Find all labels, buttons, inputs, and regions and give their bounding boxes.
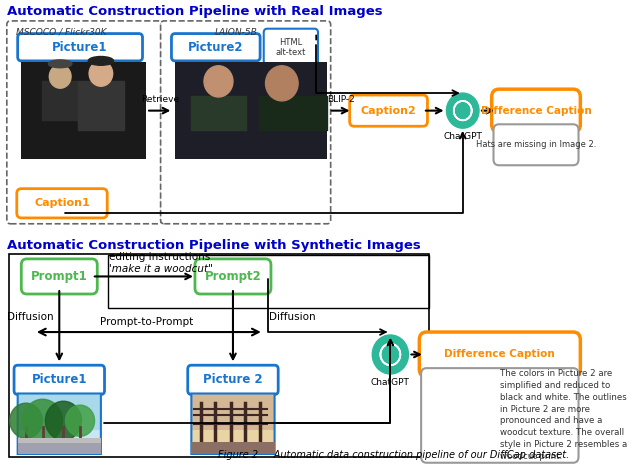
Text: Difference Caption: Difference Caption (481, 106, 591, 116)
Text: MSCOCO / Flickr30K: MSCOCO / Flickr30K (16, 28, 106, 37)
Text: Automatic Construction Pipeline with Real Images: Automatic Construction Pipeline with Rea… (7, 5, 383, 18)
Text: Prompt2: Prompt2 (205, 270, 261, 283)
Ellipse shape (88, 57, 113, 65)
FancyBboxPatch shape (264, 29, 318, 66)
Text: editing instructions: editing instructions (109, 252, 211, 262)
Bar (18, 394, 101, 430)
FancyBboxPatch shape (492, 89, 580, 132)
Circle shape (447, 93, 479, 128)
Text: BLIP-2: BLIP-2 (327, 95, 355, 104)
Text: Picture1: Picture1 (31, 373, 87, 387)
Bar (108, 255, 429, 308)
Text: Figure 2     Automatic data construction pipeline of our DiffCap dataset.: Figure 2 Automatic data construction pip… (218, 450, 570, 460)
Circle shape (204, 66, 233, 97)
Text: Automatic Construction Pipeline with Synthetic Images: Automatic Construction Pipeline with Syn… (7, 239, 420, 253)
Bar (18, 439, 101, 454)
FancyBboxPatch shape (188, 365, 278, 395)
Text: ChatGPT: ChatGPT (444, 132, 482, 141)
Text: Retrieve: Retrieve (141, 95, 179, 104)
Circle shape (372, 335, 408, 374)
FancyBboxPatch shape (7, 21, 161, 224)
Text: Prompt1: Prompt1 (31, 270, 88, 283)
Text: Hats are missing in Image 2.: Hats are missing in Image 2. (476, 140, 596, 149)
Bar (18, 394, 101, 454)
Text: "make it a woodcut": "make it a woodcut" (107, 264, 212, 274)
Bar (21, 62, 146, 160)
Circle shape (45, 401, 81, 440)
Text: Diffusion: Diffusion (269, 312, 316, 322)
Text: Difference Caption: Difference Caption (444, 349, 556, 360)
FancyBboxPatch shape (195, 259, 271, 294)
Circle shape (89, 61, 113, 86)
FancyBboxPatch shape (421, 368, 579, 463)
Bar (8, 254, 429, 457)
FancyBboxPatch shape (14, 365, 104, 395)
FancyBboxPatch shape (161, 21, 331, 224)
FancyBboxPatch shape (21, 259, 97, 294)
Circle shape (23, 399, 63, 442)
FancyBboxPatch shape (17, 189, 108, 218)
Text: The colors in Picture 2 are
simplified and reduced to
black and white. The outli: The colors in Picture 2 are simplified a… (500, 369, 627, 461)
Text: Diffusion: Diffusion (7, 312, 54, 322)
Circle shape (266, 66, 298, 101)
FancyBboxPatch shape (419, 332, 580, 377)
Text: LAION-5B: LAION-5B (215, 28, 258, 37)
Bar (191, 394, 275, 454)
Text: Picture1: Picture1 (52, 41, 108, 54)
Text: HTML
alt-text: HTML alt-text (276, 38, 306, 57)
Text: Picture2: Picture2 (188, 41, 244, 54)
Bar (18, 438, 101, 443)
Text: Caption2: Caption2 (361, 106, 417, 116)
Bar (191, 394, 275, 430)
Circle shape (49, 65, 71, 88)
Circle shape (66, 405, 95, 436)
FancyBboxPatch shape (493, 124, 579, 165)
Circle shape (10, 403, 42, 438)
Text: Caption1: Caption1 (34, 198, 90, 208)
Bar (191, 442, 275, 454)
FancyBboxPatch shape (349, 95, 428, 126)
Ellipse shape (49, 60, 72, 67)
Text: ChatGPT: ChatGPT (371, 378, 410, 387)
Text: Picture 2: Picture 2 (203, 373, 263, 387)
FancyBboxPatch shape (18, 34, 143, 61)
FancyBboxPatch shape (172, 34, 260, 61)
Bar (175, 62, 327, 160)
Text: Prompt-to-Prompt: Prompt-to-Prompt (99, 317, 193, 327)
